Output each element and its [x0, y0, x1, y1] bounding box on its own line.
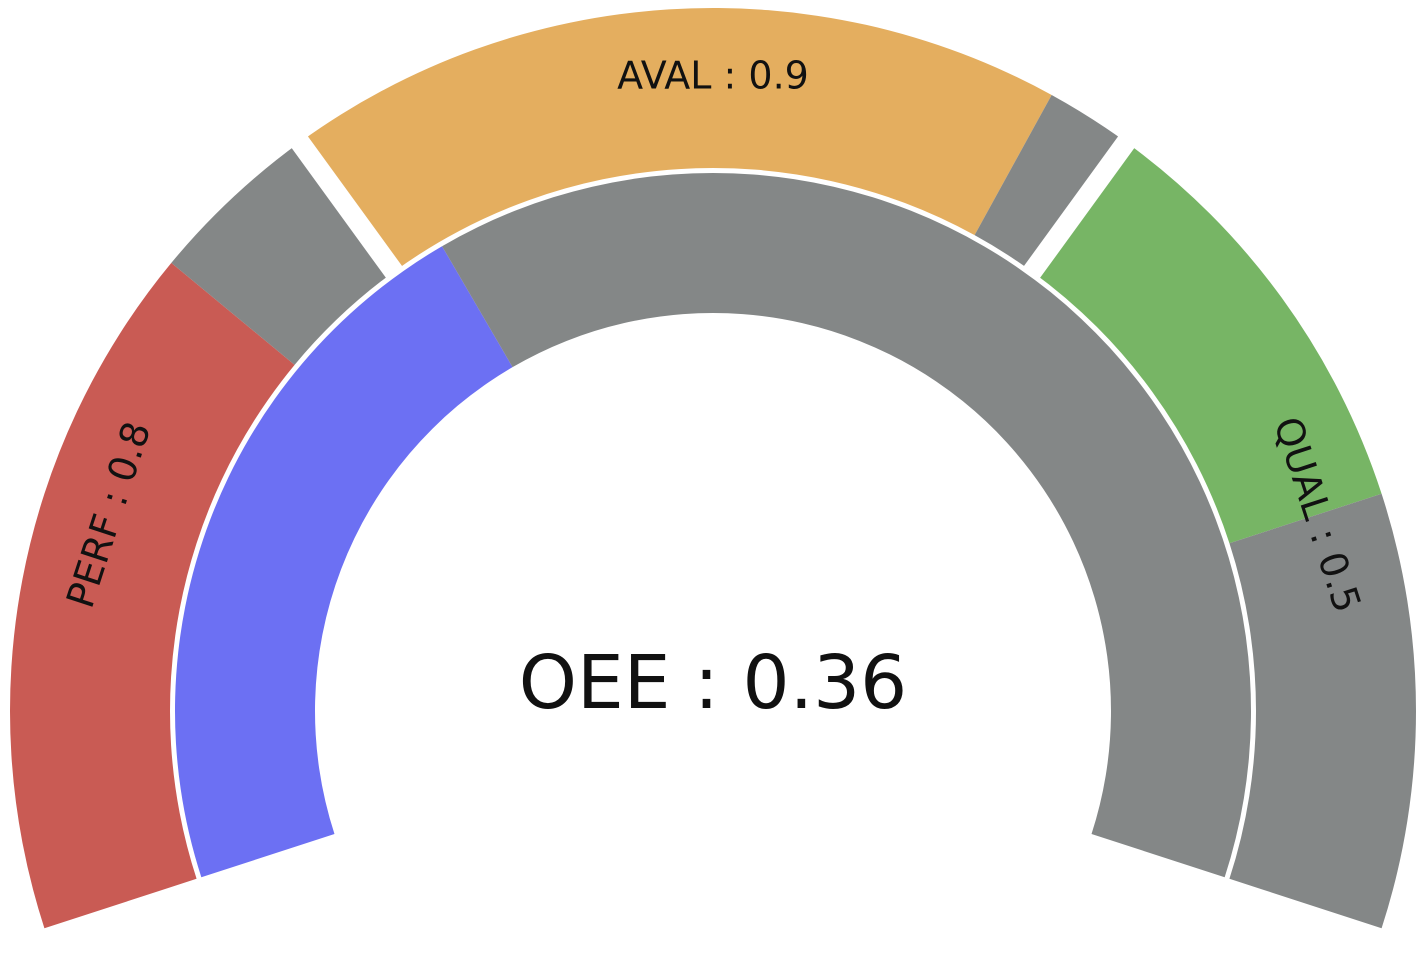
inner-segment-oee-remainder [442, 172, 1252, 878]
oee-value-label: OEE : 0.36 [519, 640, 908, 726]
inner-ring [174, 172, 1252, 878]
outer-segment-qual-remainder [1229, 493, 1416, 929]
inner-segment-oee-value [174, 246, 513, 878]
outer-segment-qual-value [1032, 142, 1382, 544]
outer-segment-aval-value [299, 7, 1052, 272]
segment-separator [285, 128, 408, 286]
outer-segment-perf-value [9, 262, 295, 929]
segment-separator [1018, 128, 1141, 286]
outer-ring [9, 7, 1416, 929]
outer-segment-aval-remainder [974, 94, 1127, 272]
segment-label-aval: AVAL : 0.9 [617, 54, 809, 98]
